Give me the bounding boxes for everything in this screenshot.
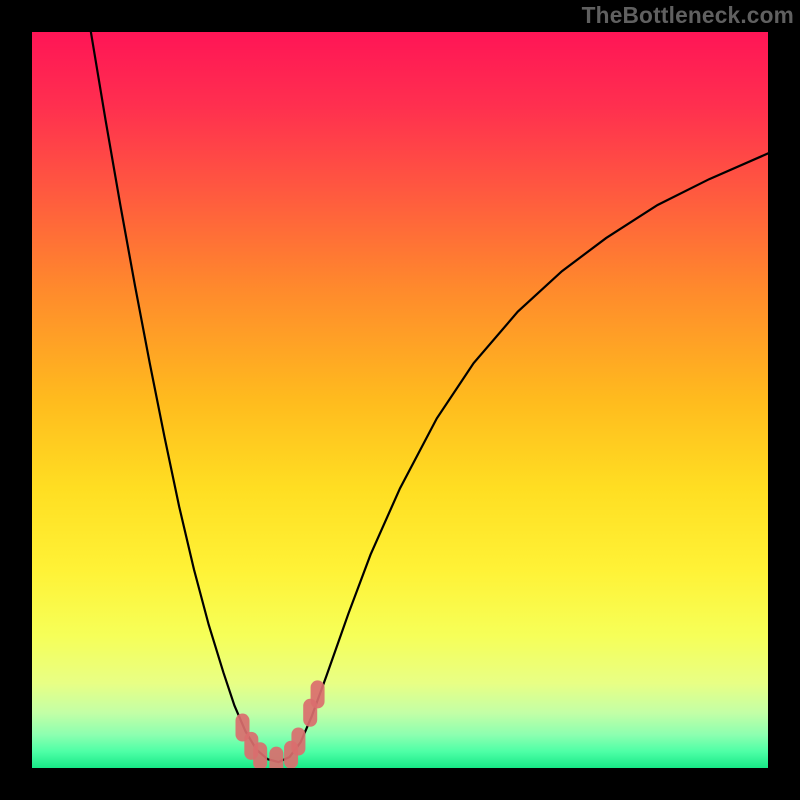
curve-marker: [291, 728, 305, 756]
plot-background: [32, 32, 768, 768]
curve-marker: [269, 747, 283, 768]
plot-svg: [32, 32, 768, 768]
chart-stage: TheBottleneck.com: [0, 0, 800, 800]
curve-marker: [311, 680, 325, 708]
curve-marker: [253, 742, 267, 768]
plot-area: [32, 32, 768, 768]
watermark-text: TheBottleneck.com: [582, 2, 794, 29]
